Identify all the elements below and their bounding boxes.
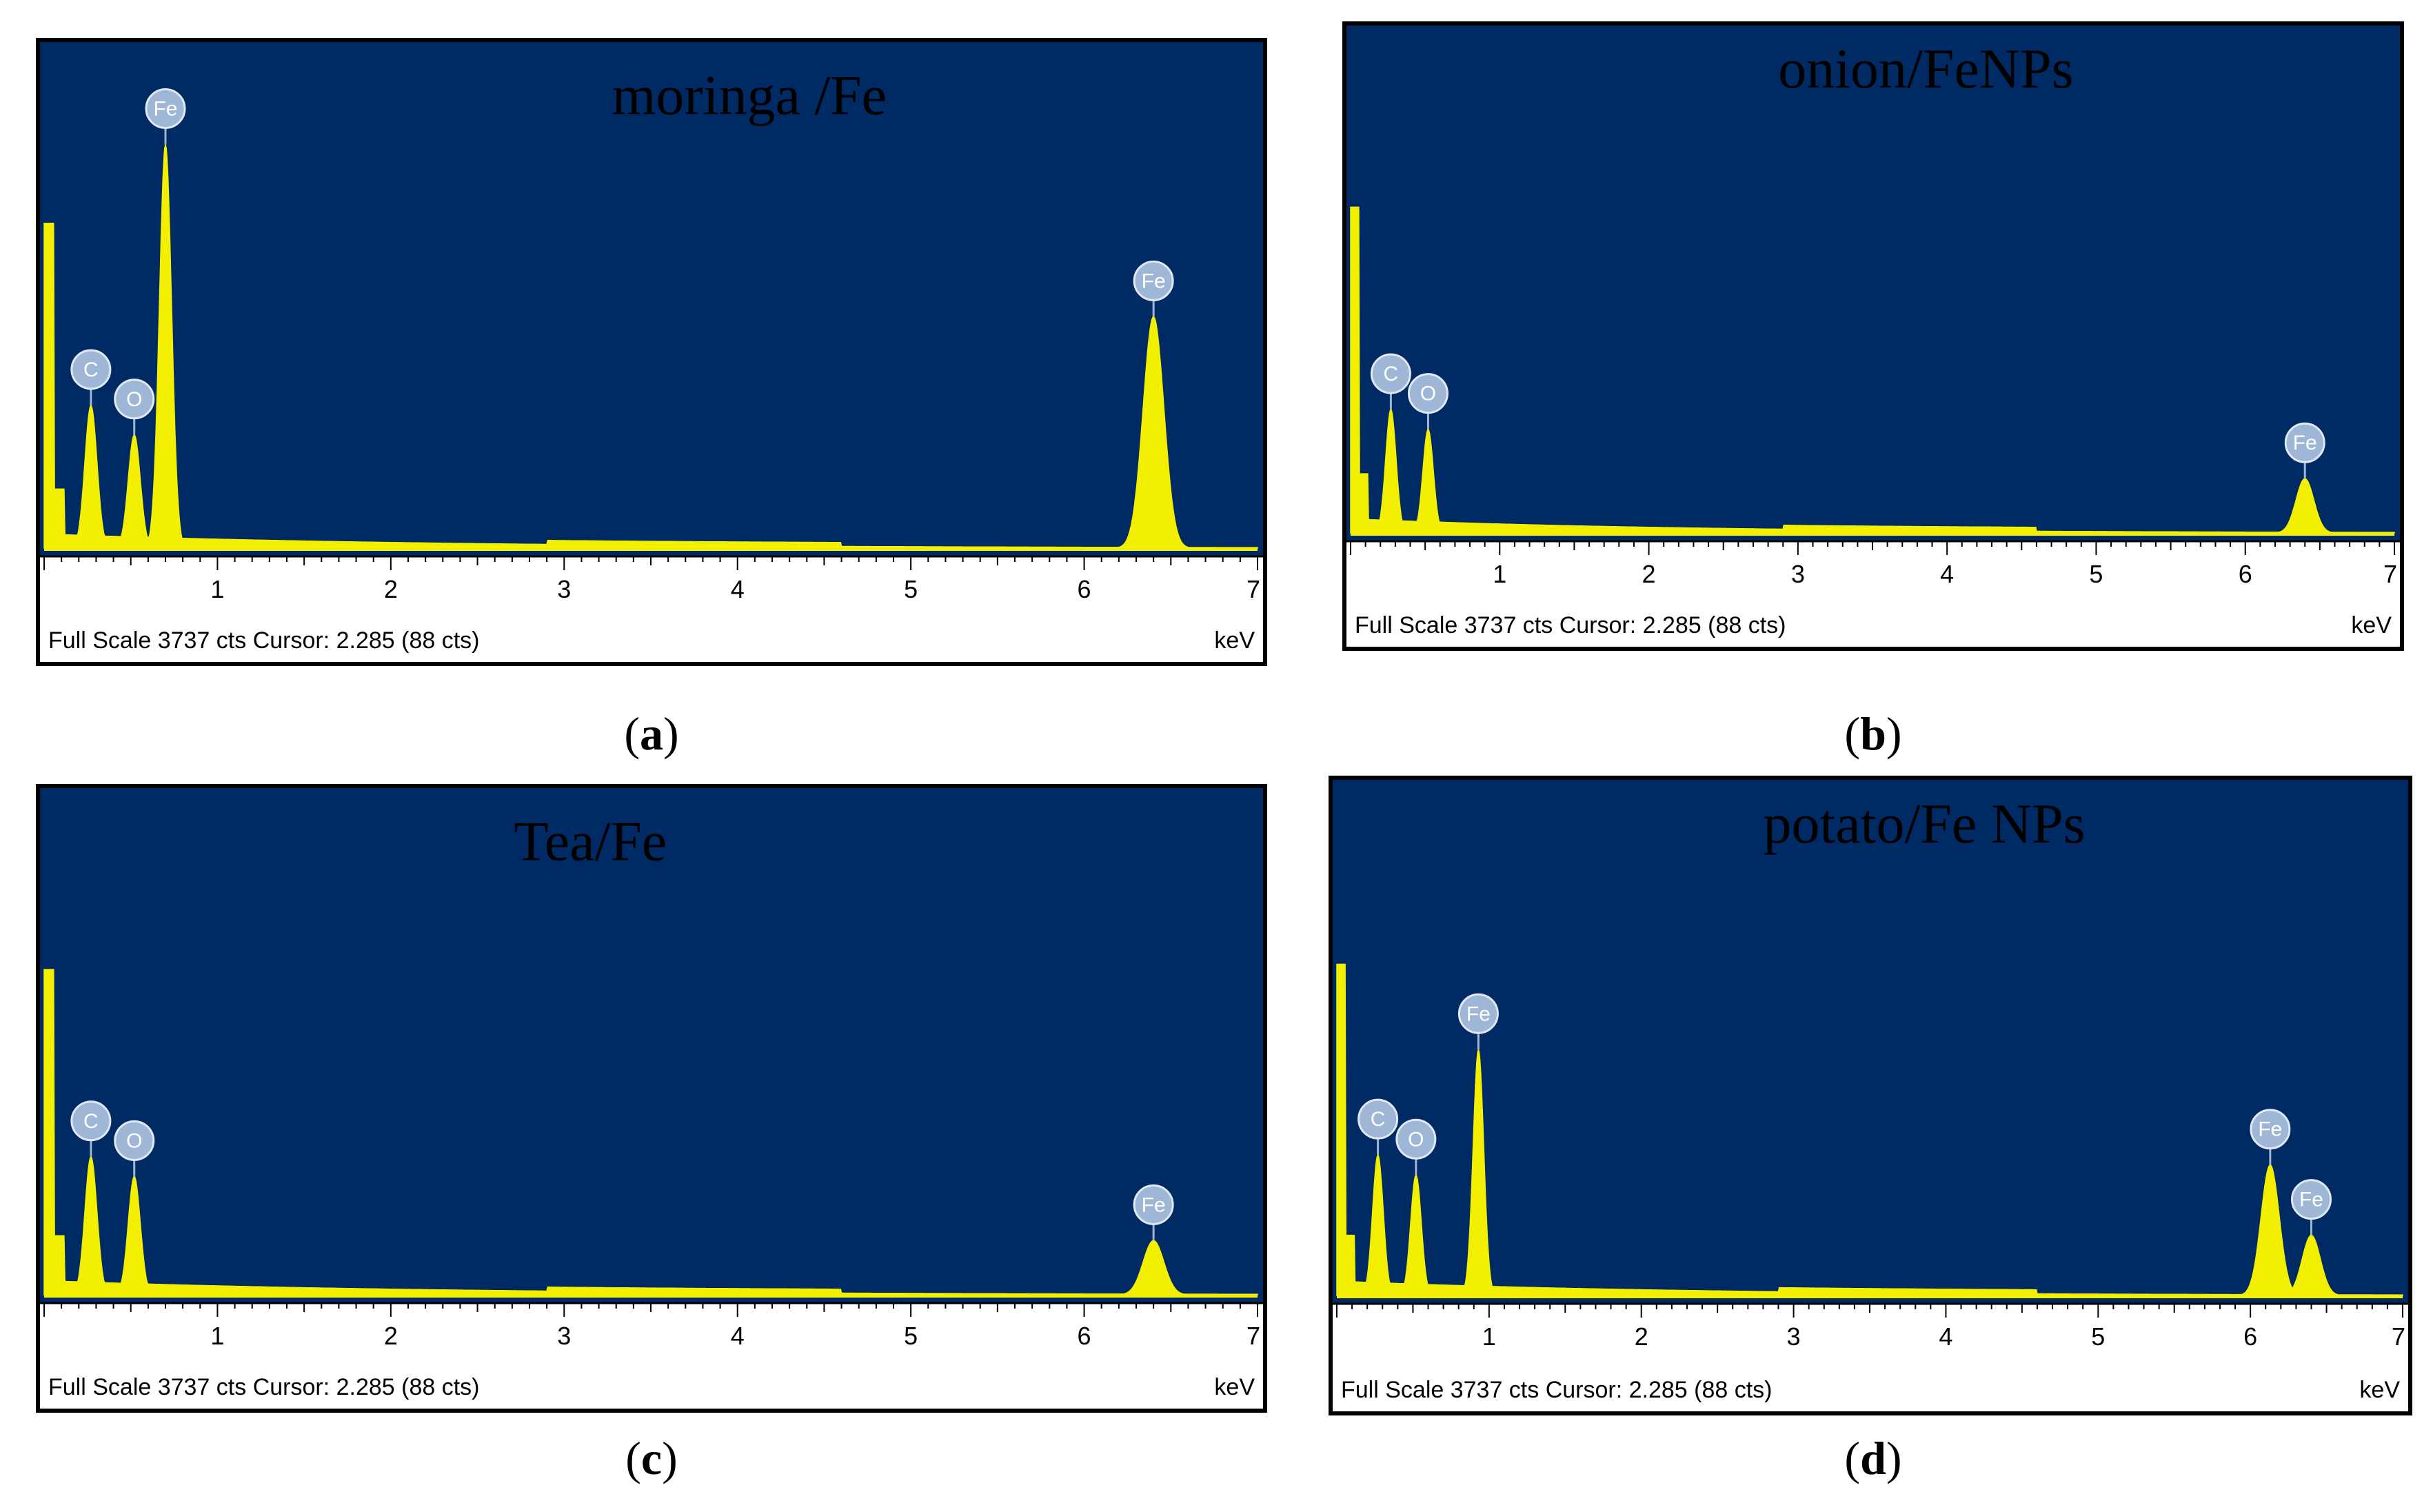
caption-b: (b): [1844, 707, 1902, 760]
axis-area: [1333, 1304, 2408, 1411]
panel-a: C O Fe Fe moringa /Fe 1 2 3 4 5 6 7 Full Scale 3737 …: [36, 38, 1267, 666]
svg-text:Fe: Fe: [153, 98, 177, 121]
spectrum-area: [43, 969, 1258, 1296]
svg-text:Fe: Fe: [1142, 270, 1166, 292]
x-tick-label: 2: [384, 575, 398, 603]
svg-text:Fe: Fe: [1142, 1193, 1166, 1216]
plot-background: [40, 42, 1263, 556]
chart-title: Tea/Fe: [514, 810, 667, 873]
peak-label-o-1: O: [114, 1120, 155, 1177]
svg-text:C: C: [83, 359, 99, 381]
x-tick-label: 2: [384, 1322, 398, 1350]
x-tick-label: 4: [1939, 1322, 1952, 1351]
x-tick-label: 7: [2383, 560, 2397, 588]
eds-spectrum-d: CO Fe Fe Fe potato/Fe NPs 1 2 3 4 5 6 7 Full Scale 3…: [1333, 780, 2408, 1411]
x-tick-label: 3: [557, 575, 571, 603]
panel-d: C O Fe Fe Fe potato/Fe NPs 1 2 3 4 5 6 7 Full Scale 3…: [1329, 776, 2412, 1415]
x-axis-unit: keV: [1214, 1374, 1255, 1400]
caption-c: (c): [625, 1432, 678, 1484]
x-tick-label: 2: [1635, 1322, 1648, 1351]
chart-title: moringa /Fe: [612, 63, 887, 126]
svg-text:C: C: [1384, 363, 1399, 385]
peak-label-fe-3: Fe: [1133, 260, 1174, 317]
peak-label-fe-2: Fe: [1133, 1184, 1174, 1241]
svg-text:O: O: [1408, 1128, 1424, 1151]
peak-label-fe-4: Fe: [2290, 1179, 2332, 1236]
panel-b: C O Fe onion/FeNPs 1 2 3 4 5 6 7 Full Scale 3737 ct…: [1342, 21, 2404, 651]
x-tick-label: 2: [1642, 560, 1656, 588]
peak-label-fe-2: Fe: [145, 88, 186, 145]
plot-background: [1346, 26, 2400, 541]
spectrum-area: [1336, 963, 2403, 1296]
x-tick-label: 4: [731, 575, 745, 603]
spectrum-baseline: [44, 1295, 1258, 1298]
caption-a: (a): [624, 707, 679, 760]
axis-area: [40, 556, 1263, 662]
peak-label-c-0: C: [70, 1100, 112, 1157]
svg-text:Fe: Fe: [2293, 432, 2317, 454]
plot-background: [1333, 780, 2408, 1304]
peak-label-c-0: C: [70, 349, 112, 405]
panel-c: C O Fe Tea/Fe 1 2 3 4 5 6 7 Full Scale 3737 cts Cur…: [36, 784, 1267, 1413]
peak-label-o-1: O: [1407, 373, 1448, 430]
eds-spectrum-b: CO Fe onion/FeNPs 1 2 3 4 5 6 7 Full Scale 3737 ct…: [1346, 26, 2400, 647]
x-tick-label: 5: [2091, 1322, 2105, 1351]
spectrum-area: [43, 144, 1258, 549]
x-tick-label: 5: [904, 575, 918, 603]
eds-spectrum-c: C O Fe Tea/Fe 1 2 3 4 5 6 7 Full Scale 3737 cts Cur…: [40, 788, 1263, 1409]
x-tick-label: 7: [1246, 575, 1260, 603]
spectrum-area: [1350, 206, 2395, 534]
x-tick-label: 1: [210, 1322, 224, 1350]
x-axis-unit: keV: [2359, 1377, 2400, 1403]
svg-text:Fe: Fe: [2299, 1189, 2323, 1211]
svg-text:O: O: [126, 388, 142, 411]
eds-spectrum-a: C O Fe Fe moringa /Fe 1 2 3 4 5 6 7 Full Scale 3737 …: [40, 42, 1263, 662]
x-tick-label: 1: [210, 575, 224, 603]
full-scale-readout: Full Scale 3737 cts Cursor: 2.285 (88 ct…: [1355, 612, 1786, 638]
spectrum-baseline: [44, 548, 1258, 551]
x-tick-label: 5: [2089, 560, 2103, 588]
x-tick-label: 3: [557, 1322, 571, 1350]
x-tick-label: 6: [2243, 1322, 2257, 1351]
x-tick-label: 7: [2392, 1322, 2405, 1351]
x-tick-label: 1: [1493, 560, 1506, 588]
x-tick-label: 4: [1940, 560, 1954, 588]
spectrum-baseline: [1351, 533, 2394, 536]
x-tick-label: 5: [904, 1322, 918, 1350]
peak-label-fe-2: Fe: [2284, 422, 2325, 479]
x-tick-label: 3: [1791, 560, 1805, 588]
peak-label-o-1: O: [1395, 1118, 1437, 1176]
chart-title: potato/Fe NPs: [1764, 792, 2086, 855]
x-tick-label: 7: [1246, 1322, 1260, 1350]
axis-area: [40, 1303, 1263, 1409]
svg-text:O: O: [1420, 383, 1436, 405]
svg-text:C: C: [1371, 1108, 1386, 1131]
caption-d: (d): [1844, 1432, 1902, 1484]
x-tick-label: 3: [1787, 1322, 1801, 1351]
x-tick-label: 1: [1482, 1322, 1496, 1351]
svg-text:O: O: [126, 1129, 142, 1152]
peak-label-fe-2: Fe: [1457, 993, 1499, 1050]
x-tick-label: 6: [1078, 1322, 1091, 1350]
x-tick-label: 4: [731, 1322, 745, 1350]
peak-label-o-1: O: [114, 379, 155, 435]
spectrum-baseline: [1337, 1296, 2403, 1298]
full-scale-readout: Full Scale 3737 cts Cursor: 2.285 (88 ct…: [1341, 1377, 1773, 1403]
peak-label-c-0: C: [1370, 353, 1411, 410]
svg-text:C: C: [83, 1110, 99, 1133]
svg-text:Fe: Fe: [2258, 1118, 2282, 1141]
full-scale-readout: Full Scale 3737 cts Cursor: 2.285 (88 ct…: [48, 627, 480, 654]
peak-label-c-0: C: [1357, 1098, 1399, 1156]
plot-background: [40, 788, 1263, 1303]
full-scale-readout: Full Scale 3737 cts Cursor: 2.285 (88 ct…: [48, 1374, 480, 1400]
axis-area: [1346, 541, 2400, 647]
chart-title: onion/FeNPs: [1778, 37, 2073, 100]
svg-text:Fe: Fe: [1466, 1002, 1491, 1025]
x-axis-unit: keV: [2351, 612, 2392, 638]
peak-label-fe-3: Fe: [2250, 1109, 2291, 1165]
x-tick-label: 6: [2239, 560, 2252, 588]
x-tick-label: 6: [1078, 575, 1091, 603]
x-axis-unit: keV: [1214, 627, 1255, 654]
